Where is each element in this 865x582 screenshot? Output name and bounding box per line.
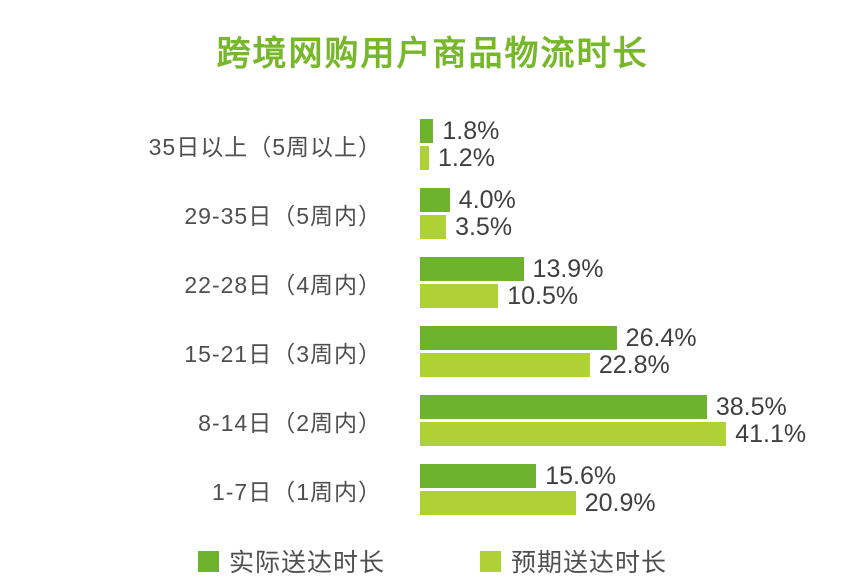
value-label: 10.5% — [507, 281, 579, 310]
bar-actual — [420, 257, 524, 281]
value-label: 41.1% — [735, 419, 807, 448]
bar-line: 13.9% — [420, 254, 604, 283]
chart-rows: 35日以上（5周以上） 1.8% 1.2% 29-35日（5周内） 4.0% 3.5% 22… — [20, 116, 845, 517]
chart-legend: 实际送达时长 预期送达时长 — [20, 543, 845, 579]
legend-swatch-expected-icon — [480, 550, 501, 572]
bar-line: 3.5% — [420, 212, 516, 241]
legend-item-expected: 预期送达时长 — [480, 543, 667, 579]
chart-row: 29-35日（5周内） 4.0% 3.5% — [20, 185, 845, 241]
legend-item-actual: 实际送达时长 — [197, 543, 385, 579]
bar-expected — [420, 284, 499, 308]
bar-group: 13.9% 10.5% — [420, 254, 604, 310]
bar-group: 1.8% 1.2% — [420, 116, 500, 172]
chart-row: 1-7日（1周内） 15.6% 20.9% — [20, 461, 845, 517]
value-label: 4.0% — [458, 185, 516, 214]
bar-group: 38.5% 41.1% — [420, 392, 807, 448]
value-label: 22.8% — [598, 350, 670, 379]
category-label: 8-14日（2周内） — [198, 409, 382, 436]
value-label: 3.5% — [455, 212, 513, 241]
bar-line: 20.9% — [420, 488, 656, 517]
chart-inner: 跨境网购用户商品物流时长 35日以上（5周以上） 1.8% 1.2% 29-35日（5… — [20, 0, 845, 579]
chart-row: 35日以上（5周以上） 1.8% 1.2% — [20, 116, 845, 172]
category-label: 29-35日（5周内） — [184, 202, 382, 229]
bar-line: 1.8% — [420, 116, 500, 145]
bar-line: 41.1% — [420, 419, 807, 448]
legend-swatch-actual-icon — [197, 550, 219, 572]
bar-actual — [420, 188, 450, 212]
value-label: 26.4% — [625, 323, 697, 352]
bar-actual — [420, 464, 537, 488]
category-label: 35日以上（5周以上） — [148, 133, 382, 160]
category-label: 1-7日（1周内） — [211, 478, 382, 505]
value-label: 38.5% — [715, 392, 787, 421]
chart-row: 15-21日（3周内） 26.4% 22.8% — [20, 323, 845, 379]
bar-expected — [420, 422, 727, 446]
legend-label-actual: 实际送达时长 — [228, 549, 385, 577]
bar-line: 15.6% — [420, 461, 656, 490]
bar-group: 15.6% 20.9% — [420, 461, 656, 517]
value-label: 1.8% — [442, 116, 500, 145]
bar-line: 26.4% — [420, 323, 697, 352]
bar-group: 4.0% 3.5% — [420, 185, 516, 241]
legend-label-expected: 预期送达时长 — [511, 549, 668, 577]
bar-line: 22.8% — [420, 350, 697, 379]
bar-actual — [420, 119, 434, 143]
bar-line: 1.2% — [420, 143, 499, 172]
category-label: 15-21日（3周内） — [184, 340, 382, 367]
category-label: 22-28日（4周内） — [184, 271, 382, 298]
value-label: 1.2% — [437, 143, 495, 172]
bar-actual — [420, 326, 617, 350]
bar-line: 38.5% — [420, 392, 806, 421]
bar-expected — [420, 146, 429, 170]
bar-line: 4.0% — [420, 185, 516, 214]
bar-expected — [420, 353, 590, 377]
bar-line: 10.5% — [420, 281, 603, 310]
value-label: 20.9% — [584, 488, 656, 517]
chart-row: 8-14日（2周内） 38.5% 41.1% — [20, 392, 845, 448]
chart-title: 跨境网购用户商品物流时长 — [216, 35, 649, 73]
bar-group: 26.4% 22.8% — [420, 323, 697, 379]
bar-expected — [420, 491, 576, 515]
value-label: 13.9% — [532, 254, 604, 283]
bar-expected — [420, 215, 447, 239]
bar-actual — [420, 395, 707, 419]
value-label: 15.6% — [545, 461, 617, 490]
chart-row: 22-28日（4周内） 13.9% 10.5% — [20, 254, 845, 310]
